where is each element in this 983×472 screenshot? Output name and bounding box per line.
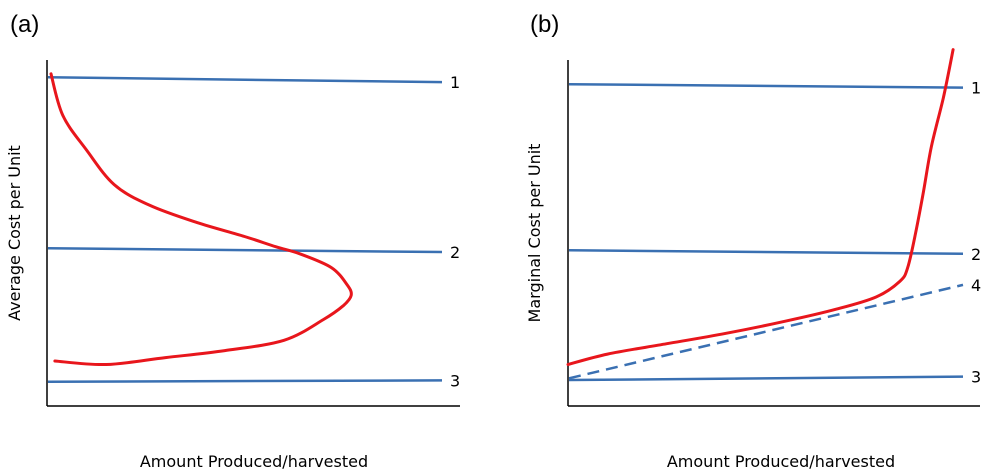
panel-a-letter: (a) (10, 11, 39, 38)
panel-a-x-axis-label: Amount Produced/harvested (140, 452, 368, 471)
panel-b-level-lines: 1 2 3 4 (568, 79, 981, 387)
panel-b-level-label-3: 3 (971, 368, 981, 387)
panel-a-level-line-2 (47, 246, 443, 254)
panel-b-level-line-3 (568, 375, 964, 382)
panel-a-level-label-3: 3 (450, 371, 460, 390)
panel-b-level-line-4 (568, 283, 964, 380)
panel-a-level-line-1 (47, 76, 443, 84)
panel-a-average-cost-chart: (a) Average Cost per Unit Amount Produce… (5, 11, 460, 471)
panel-a-level-lines: 1 2 3 (47, 73, 460, 390)
panel-b-level-label-4: 4 (971, 276, 981, 295)
panel-b-level-line-1 (568, 82, 964, 89)
panel-a-level-label-1: 1 (450, 73, 460, 92)
panel-b-level-label-1: 1 (971, 79, 981, 98)
panel-b-marginal-cost-chart: (b) Marginal Cost per Unit Amount Produc… (525, 11, 981, 471)
panel-b-level-label-2: 2 (971, 245, 981, 264)
panel-b-level-line-2 (568, 249, 964, 256)
panel-a-cost-curve (49, 72, 353, 367)
panel-b-cost-curve (566, 48, 955, 366)
panel-b-y-axis-label: Marginal Cost per Unit (525, 144, 544, 323)
panel-a-level-line-3 (47, 379, 443, 384)
panel-a-level-label-2: 2 (450, 243, 460, 262)
panel-b-letter: (b) (530, 11, 559, 38)
panel-b-x-axis-label: Amount Produced/harvested (667, 452, 895, 471)
panel-a-y-axis-label: Average Cost per Unit (5, 145, 24, 321)
